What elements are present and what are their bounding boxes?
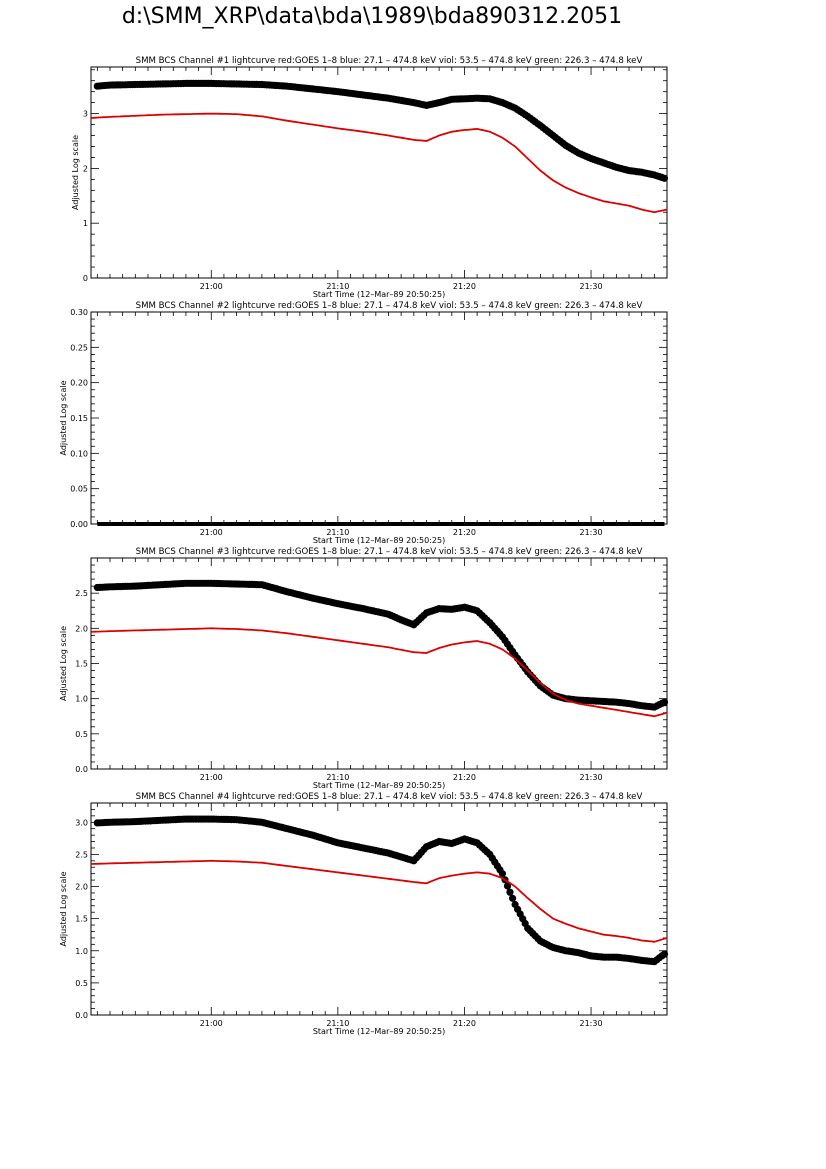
series-2 <box>90 627 668 718</box>
y-axis-label: Adjusted Log scale <box>59 380 68 455</box>
x-tick-label: 21:00 <box>200 1019 223 1028</box>
y-axis-label: Adjusted Log scale <box>59 626 68 701</box>
y-tick-label: 2.0 <box>75 883 88 892</box>
y-tick-label: 1.0 <box>75 947 88 956</box>
x-tick-label: 21:00 <box>200 528 223 537</box>
x-axis-label: Start Time (12–Mar–89 20:50:25) <box>313 1027 445 1036</box>
x-tick-label: 21:30 <box>580 528 603 537</box>
x-tick-label: 21:10 <box>326 773 349 782</box>
y-tick-label: 0 <box>83 274 88 283</box>
x-tick-label: 21:20 <box>453 282 476 291</box>
plot-frame <box>90 802 668 1016</box>
data-point <box>660 174 669 182</box>
chart-panel-3: SMM BCS Channel #3 lightcurve red:GOES 1… <box>59 547 669 790</box>
y-tick-label: 0.00 <box>70 520 88 529</box>
series-2 <box>90 859 668 943</box>
goes-curve <box>90 112 668 214</box>
y-tick-label: 0.30 <box>70 308 88 317</box>
y-tick-label: 0.5 <box>75 979 88 988</box>
y-tick-label: 0.0 <box>75 1011 88 1020</box>
y-tick-label: 0.5 <box>75 730 88 739</box>
series-1 <box>93 79 669 182</box>
y-axis-label: Adjusted Log scale <box>59 871 68 946</box>
x-tick-label: 21:10 <box>326 528 349 537</box>
y-tick-label: 2.5 <box>75 589 88 598</box>
y-tick-label: 3 <box>83 110 88 119</box>
x-tick-label: 21:00 <box>200 282 223 291</box>
x-tick-label: 21:10 <box>326 1019 349 1028</box>
x-tick-label: 21:20 <box>453 773 476 782</box>
series-2 <box>90 112 668 214</box>
y-tick-label: 0.05 <box>70 485 88 494</box>
y-tick-label: 0.15 <box>70 414 88 423</box>
y-axis-label: Adjusted Log scale <box>71 135 80 210</box>
x-axis-label: Start Time (12–Mar–89 20:50:25) <box>313 781 445 790</box>
x-tick-label: 21:30 <box>580 773 603 782</box>
y-tick-label: 0.20 <box>70 379 88 388</box>
y-tick-label: 2 <box>83 164 88 173</box>
series-1 <box>93 579 669 711</box>
chart-title: SMM BCS Channel #2 lightcurve red:GOES 1… <box>136 301 643 311</box>
chart-title: SMM BCS Channel #1 lightcurve red:GOES 1… <box>136 56 643 66</box>
chart-panel-4: SMM BCS Channel #4 lightcurve red:GOES 1… <box>59 792 669 1036</box>
series-1 <box>93 815 669 966</box>
page-title: d:\SMM_XRP\data\bda\1989\bda890312.2051 <box>121 4 623 29</box>
y-tick-label: 0.25 <box>70 343 88 352</box>
x-axis-label: Start Time (12–Mar–89 20:50:25) <box>313 536 445 545</box>
y-tick-label: 1 <box>83 219 88 228</box>
chart-panel-1: SMM BCS Channel #1 lightcurve red:GOES 1… <box>71 56 669 299</box>
data-point <box>660 950 669 958</box>
y-tick-label: 1.5 <box>75 660 88 669</box>
data-point <box>498 870 506 878</box>
goes-curve <box>90 627 668 718</box>
plot-frame <box>90 66 668 279</box>
plot-frame <box>90 311 668 525</box>
x-tick-label: 21:20 <box>453 528 476 537</box>
plot-frame <box>90 557 668 770</box>
goes-curve <box>90 859 668 943</box>
y-tick-label: 2.5 <box>75 850 88 859</box>
data-point <box>508 894 517 902</box>
y-tick-label: 0.10 <box>70 449 88 458</box>
data-point <box>503 882 512 890</box>
x-tick-label: 21:30 <box>580 1019 603 1028</box>
data-point <box>660 698 669 706</box>
y-tick-label: 0.0 <box>75 765 88 774</box>
x-tick-label: 21:20 <box>453 1019 476 1028</box>
y-tick-label: 3.0 <box>75 818 88 827</box>
y-tick-label: 1.5 <box>75 915 88 924</box>
x-tick-label: 21:00 <box>200 773 223 782</box>
x-tick-label: 21:10 <box>326 282 349 291</box>
chart-panel-2: SMM BCS Channel #2 lightcurve red:GOES 1… <box>59 301 668 545</box>
chart-title: SMM BCS Channel #4 lightcurve red:GOES 1… <box>136 792 643 802</box>
x-tick-label: 21:30 <box>580 282 603 291</box>
chart-title: SMM BCS Channel #3 lightcurve red:GOES 1… <box>136 547 643 557</box>
data-point <box>506 888 514 896</box>
y-tick-label: 2.0 <box>75 624 88 633</box>
y-tick-label: 1.0 <box>75 695 88 704</box>
x-axis-label: Start Time (12–Mar–89 20:50:25) <box>313 290 445 299</box>
